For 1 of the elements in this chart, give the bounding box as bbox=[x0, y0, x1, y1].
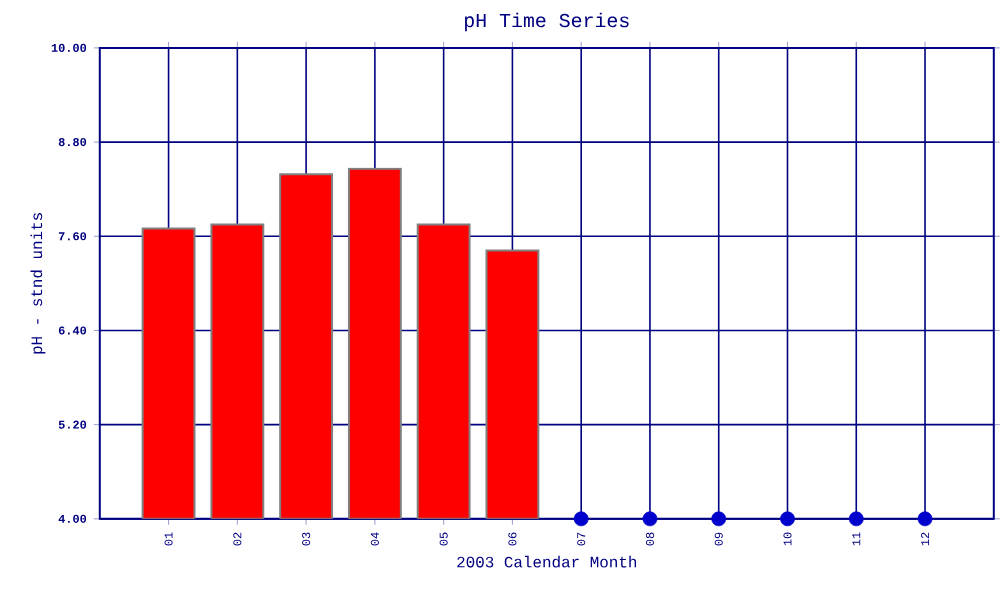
chart-title: pH Time Series bbox=[465, 12, 629, 31]
